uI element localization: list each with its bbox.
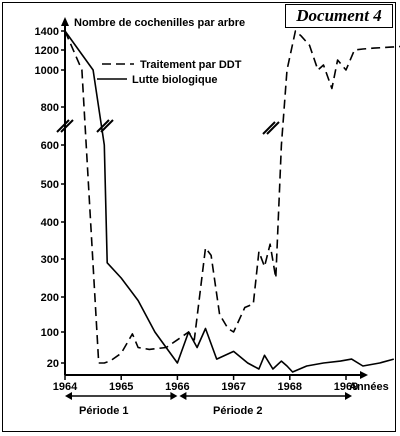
y-tick-label: 600 [41, 140, 59, 152]
x-axis-arrow [360, 371, 368, 379]
document-title: Document 4 [285, 4, 393, 28]
y-axis-arrow [61, 17, 69, 26]
y-tick-label: 100 [41, 327, 59, 339]
series-line-bio [64, 30, 395, 373]
x-tick-label: 1966 [165, 381, 189, 393]
legend: Traitement par DDT Lutte biologique [97, 59, 242, 86]
period-1-arrow-arrow-right [170, 392, 178, 400]
period-2-arrow-arrow-right [345, 392, 352, 400]
y-tick-label: 300 [41, 254, 59, 266]
period-2-label: Période 2 [213, 405, 263, 417]
bio-line-break-stroke-2 [100, 119, 114, 133]
chart-series-lines [64, 30, 400, 373]
y-axis-label: Nombre de cochenilles par arbre [74, 17, 245, 29]
bio-line-break [96, 119, 114, 133]
x-tick-label: 1969 [334, 381, 358, 393]
y-tick-label: 500 [41, 179, 59, 191]
x-axis-label: Années [349, 381, 389, 393]
y-tick-label: 200 [41, 292, 59, 304]
y-tick-label: 20 [47, 358, 59, 370]
ddt-line-break [262, 121, 280, 135]
bio-line-break-stroke-1 [96, 119, 110, 133]
y-tick-label: 1400 [35, 26, 59, 38]
ddt-line-break-stroke-2 [266, 121, 280, 135]
period-1-label: Période 1 [79, 405, 129, 417]
y-tick-label: 1200 [35, 45, 59, 57]
y-tick-label: 800 [41, 102, 59, 114]
x-tick-label: 1968 [278, 381, 302, 393]
figure-frame [2, 2, 396, 432]
chart-axes: 20 100 200 300 400 500 600 800 1000 1200 1400 1964 1… [35, 17, 368, 393]
y-axis-break-stroke-2 [60, 119, 74, 133]
period-1-arrow-arrow-left [65, 392, 72, 400]
y-tick-label: 400 [41, 217, 59, 229]
period-2-arrow-arrow-left [179, 392, 187, 400]
legend-label-ddt: Traitement par DDT [140, 59, 242, 71]
x-tick-label: 1967 [221, 381, 245, 393]
y-axis-break-stroke-1 [56, 119, 70, 133]
series-line-ddt [64, 30, 400, 364]
x-tick-label: 1965 [109, 381, 133, 393]
legend-label-bio: Lutte biologique [132, 74, 218, 86]
ddt-line-break-stroke-1 [262, 121, 276, 135]
period-arrows: Période 1 Période 2 [65, 392, 352, 417]
y-axis-break [56, 119, 74, 133]
y-tick-label: 1000 [35, 65, 59, 77]
x-tick-label: 1964 [53, 381, 78, 393]
